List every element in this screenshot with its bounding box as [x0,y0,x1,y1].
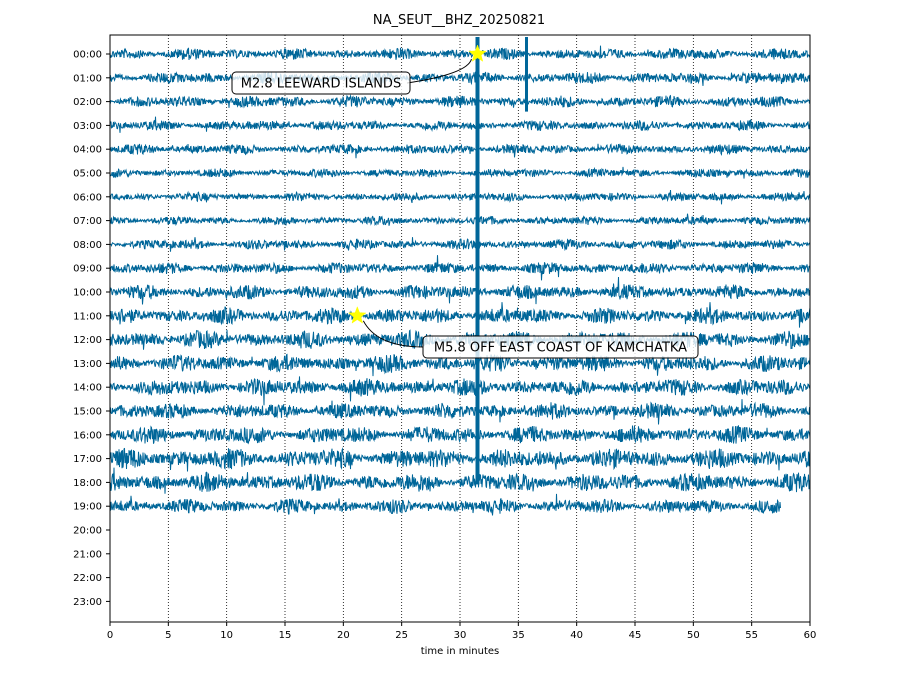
x-tick-label: 50 [687,630,700,641]
y-tick-label: 14:00 [73,383,102,394]
y-tick-label: 08:00 [73,240,102,251]
trace-row-9 [109,255,811,281]
annotation-box [422,335,699,359]
trace-row-5 [109,166,811,179]
y-tick-label: 05:00 [73,169,102,180]
annotation-label: M5.8 OFF EAST COAST OF KAMCHATKA [434,341,687,356]
trace-row-15 [109,399,811,425]
x-tick-label: 15 [279,630,292,641]
x-tick-label: 60 [804,630,817,641]
event-arrival-spike [475,37,480,485]
trace-row-10 [109,276,811,305]
y-tick-label: 10:00 [73,288,102,299]
trace-row-2 [109,93,811,109]
event-star-marker [468,44,487,62]
y-tick-label: 16:00 [73,430,102,441]
y-tick-label: 18:00 [73,478,102,489]
y-tick-label: 22:00 [73,573,102,584]
trace-row-1 [109,71,811,88]
x-tick-label: 35 [512,630,525,641]
y-tick-label: 04:00 [73,145,102,156]
x-tick-label: 20 [337,630,350,641]
trace-row-11 [109,302,811,328]
x-axis-ticks: 0 5 10 15 20 25 30 35 40 45 50 55 60 [107,622,817,641]
annotation-box [231,71,411,95]
trace-row-18 [109,467,811,494]
y-tick-label: 15:00 [73,407,102,418]
y-tick-label: 21:00 [73,549,102,560]
x-tick-label: 55 [745,630,758,641]
x-tick-label: 40 [570,630,583,641]
x-tick-label: 25 [395,630,408,641]
trace-row-13 [109,353,811,377]
y-tick-label: 01:00 [73,73,102,84]
trace-row-19 [109,493,781,516]
y-tick-label: 19:00 [73,502,102,513]
x-tick-label: 5 [165,630,171,641]
trace-row-6 [109,189,811,205]
y-tick-label: 20:00 [73,526,102,537]
annotation-connector [362,320,424,348]
y-tick-label: 03:00 [73,121,102,132]
y-tick-label: 00:00 [73,50,102,61]
trace-row-16 [109,425,811,445]
y-tick-label: 06:00 [73,192,102,203]
grid-lines [167,35,753,622]
y-tick-label: 09:00 [73,264,102,275]
x-axis-label: time in minutes [421,646,500,657]
event-star-marker [348,306,367,324]
trace-row-0 [109,45,811,61]
event-annotations: M2.8 LEEWARD ISLANDS M5.8 OFF EAST COAST … [231,44,699,359]
y-tick-label: 02:00 [73,97,102,108]
annotation-label: M2.8 LEEWARD ISLANDS [241,77,401,92]
trace-row-7 [109,213,811,227]
y-tick-label: 23:00 [73,597,102,608]
trace-row-14 [109,376,811,406]
x-tick-label: 0 [107,630,113,641]
y-axis-ticks: 00:00 01:00 02:00 03:00 04:00 05:00 06:00 07:00… [73,50,110,608]
y-tick-label: 12:00 [73,335,102,346]
annotation-connector [406,58,472,84]
y-tick-label: 13:00 [73,359,102,370]
trace-row-8 [109,237,811,252]
seismic-traces [109,37,811,516]
y-tick-label: 07:00 [73,216,102,227]
chart-title: NA_SEUT__BHZ_20250821 [373,13,545,28]
x-tick-label: 45 [629,630,642,641]
x-tick-label: 10 [220,630,233,641]
secondary-arrival-spike [525,37,528,112]
y-tick-label: 17:00 [73,454,102,465]
trace-row-3 [109,116,811,133]
trace-row-17 [109,447,811,472]
y-tick-label: 11:00 [73,311,102,322]
trace-row-4 [109,143,811,159]
x-tick-label: 30 [454,630,467,641]
